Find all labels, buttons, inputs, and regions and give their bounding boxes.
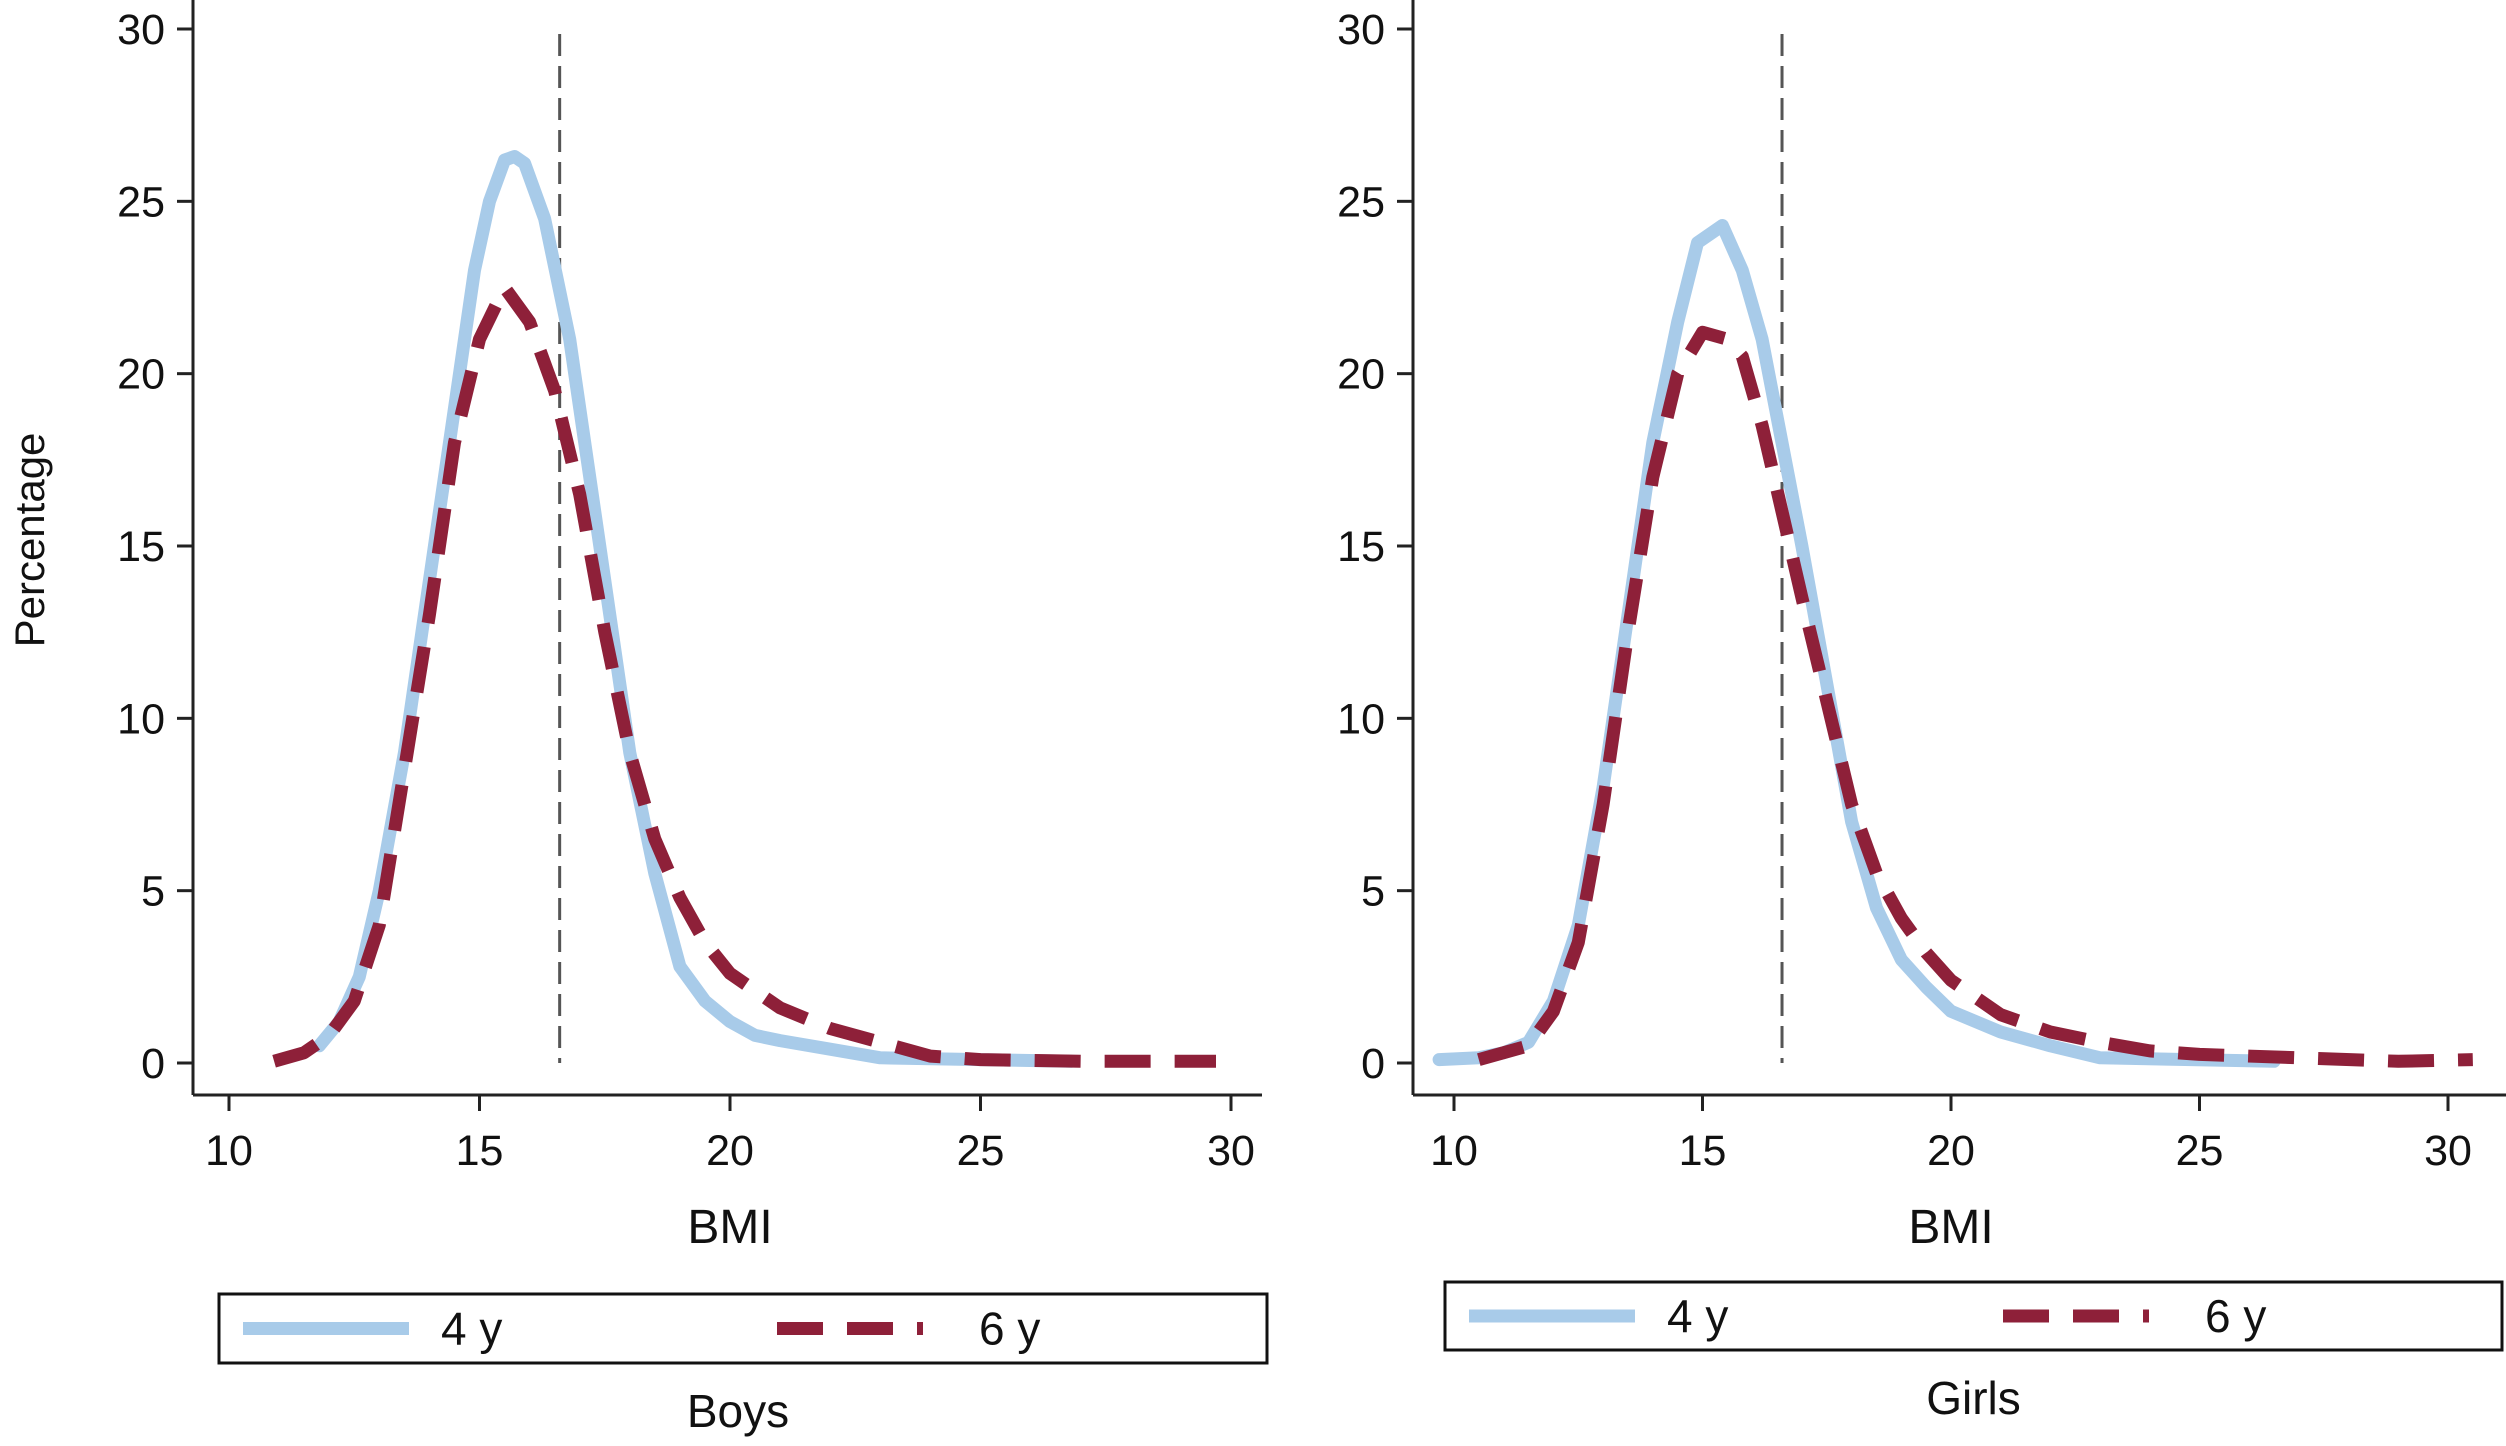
legend: 4 y 6 y	[1443, 1280, 2504, 1352]
y-tick-label: 30	[117, 6, 165, 54]
y-tick-label: 25	[1337, 178, 1385, 226]
y-tick-label: 0	[141, 1040, 165, 1088]
x-tick-label: 15	[1679, 1127, 1727, 1175]
legend-label-6y: 6 y	[979, 1303, 1040, 1355]
y-tick-label: 15	[117, 523, 165, 571]
series-line-6y	[272, 281, 1216, 1068]
y-tick-label: 30	[1337, 6, 1385, 54]
x-axis-title: BMI	[1908, 1201, 1993, 1254]
legend: 4 y 6 y	[217, 1292, 1269, 1365]
y-tick-label: 5	[141, 868, 165, 916]
x-tick-label: 30	[1207, 1127, 1255, 1175]
y-tick-label: 0	[1361, 1040, 1385, 1088]
panel-boys: 0 5 10 15 20 25 30 10 15 20 25 30 BMI Percentage 4 y 6 …	[6, 0, 1269, 1437]
series-line-4y	[312, 150, 1078, 1068]
y-tick-label: 5	[1361, 868, 1385, 916]
y-tick-label: 10	[117, 695, 165, 743]
y-tick-label: 25	[117, 178, 165, 226]
x-tick-label: 20	[706, 1127, 754, 1175]
x-tick-label: 25	[2176, 1127, 2224, 1175]
series-line-4y	[1432, 219, 2281, 1068]
legend-label-6y: 6 y	[2205, 1290, 2266, 1342]
y-tick-label: 15	[1337, 523, 1385, 571]
x-axis-title: BMI	[687, 1201, 772, 1254]
panel-label: Boys	[687, 1385, 789, 1437]
y-tick-label: 10	[1337, 695, 1385, 743]
legend-label-4y: 4 y	[1667, 1290, 1728, 1342]
x-tick-label: 20	[1927, 1127, 1975, 1175]
series-line-6y	[1477, 325, 2473, 1068]
y-tick-label: 20	[117, 351, 165, 399]
x-tick-label: 15	[456, 1127, 504, 1175]
x-tick-label: 10	[1430, 1127, 1478, 1175]
panel-label: Girls	[1926, 1372, 2021, 1424]
y-tick-label: 20	[1337, 351, 1385, 399]
x-tick-label: 25	[957, 1127, 1005, 1175]
panel-girls: 0 5 10 15 20 25 30 10 15 20 25 30 BMI 4 y 6 y Girls	[1337, 0, 2506, 1424]
legend-label-4y: 4 y	[441, 1303, 502, 1355]
x-tick-label: 10	[205, 1127, 253, 1175]
y-axis-title: Percentage	[6, 433, 53, 648]
x-tick-label: 30	[2424, 1127, 2472, 1175]
